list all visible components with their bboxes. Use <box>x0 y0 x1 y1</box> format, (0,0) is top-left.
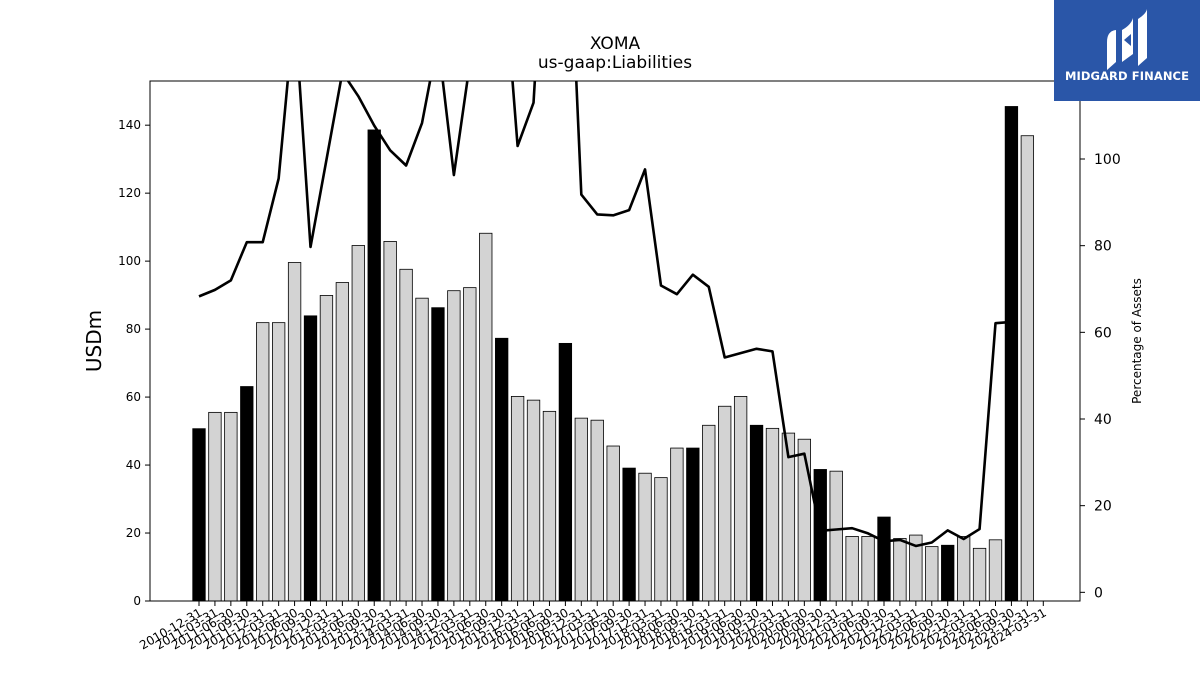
y2-tick-label: 60 <box>1094 325 1112 341</box>
bar <box>797 438 811 602</box>
y-tick-label: 140 <box>118 118 141 132</box>
bar <box>972 547 987 602</box>
bar <box>463 287 477 602</box>
bar <box>622 467 636 602</box>
bar <box>495 337 509 602</box>
bar <box>638 472 652 602</box>
y2-axis-label: Percentage of Assets <box>1130 278 1144 404</box>
y-tick-label: 0 <box>133 594 141 608</box>
y2-tick-label: 100 <box>1094 152 1121 168</box>
bar <box>367 129 381 602</box>
y2-tick-label: 40 <box>1094 412 1112 428</box>
bar <box>606 445 620 602</box>
bar <box>447 290 461 602</box>
y-tick-label: 40 <box>126 458 141 472</box>
bar <box>303 315 318 602</box>
bar <box>510 395 525 602</box>
bar <box>893 538 907 602</box>
y-tick-label: 100 <box>118 254 141 268</box>
bar <box>271 322 286 602</box>
bar <box>1004 106 1019 602</box>
bar <box>240 386 254 602</box>
y-axis-label: USDm <box>82 310 106 372</box>
bar <box>399 268 413 602</box>
bar <box>479 232 493 602</box>
plot-frame <box>149 80 1081 602</box>
bar <box>654 477 668 602</box>
left-axis: 0 20 40 60 80 100 120 140 <box>118 118 150 608</box>
bar <box>845 536 859 602</box>
bar <box>287 262 302 602</box>
y-tick-label: 80 <box>126 322 141 336</box>
bar <box>208 411 222 602</box>
bar <box>542 410 557 602</box>
bar <box>956 536 971 602</box>
bar <box>192 428 206 602</box>
right-axis: 0 20 40 60 80 100 <box>1080 152 1121 601</box>
bar-group <box>192 106 1035 602</box>
bar <box>670 447 684 602</box>
x-axis: 2010-12-312011-03-312011-06-302011-09-30… <box>137 601 1049 652</box>
bar <box>224 411 238 602</box>
bar <box>431 307 445 602</box>
bar <box>733 395 748 602</box>
y2-tick-label: 20 <box>1094 499 1112 515</box>
bar <box>415 297 429 602</box>
bar <box>861 536 875 602</box>
chart-subtitle: us-gaap:Liabilities <box>538 53 692 73</box>
bar <box>351 245 365 602</box>
bar <box>574 417 588 602</box>
bar <box>765 427 780 602</box>
bar <box>718 405 732 602</box>
bar <box>813 469 827 602</box>
bar <box>941 544 955 602</box>
y-tick-label: 120 <box>118 186 141 200</box>
brand-logo: MIDGARD FINANCE <box>1054 0 1200 101</box>
bar <box>590 419 604 602</box>
logo-text: MIDGARD FINANCE <box>1064 69 1190 83</box>
bar <box>319 295 334 602</box>
bar <box>686 447 700 602</box>
bar <box>829 470 843 602</box>
bar <box>383 241 397 602</box>
bar <box>749 424 764 602</box>
line-group <box>198 81 1012 548</box>
bar <box>256 322 270 602</box>
bar <box>558 342 573 602</box>
bar <box>702 424 716 602</box>
line-series <box>198 81 1012 548</box>
y-tick-label: 60 <box>126 390 141 404</box>
y2-tick-label: 0 <box>1094 585 1103 601</box>
bar <box>925 546 939 602</box>
bar <box>526 399 541 602</box>
logo-mark-icon <box>1107 9 1147 70</box>
chart-title: XOMA <box>590 34 641 54</box>
y2-tick-label: 80 <box>1094 239 1112 255</box>
bar <box>335 282 350 602</box>
bar <box>988 539 1003 602</box>
bar <box>1020 135 1035 602</box>
y-tick-label: 20 <box>126 526 141 540</box>
bar <box>877 516 891 602</box>
